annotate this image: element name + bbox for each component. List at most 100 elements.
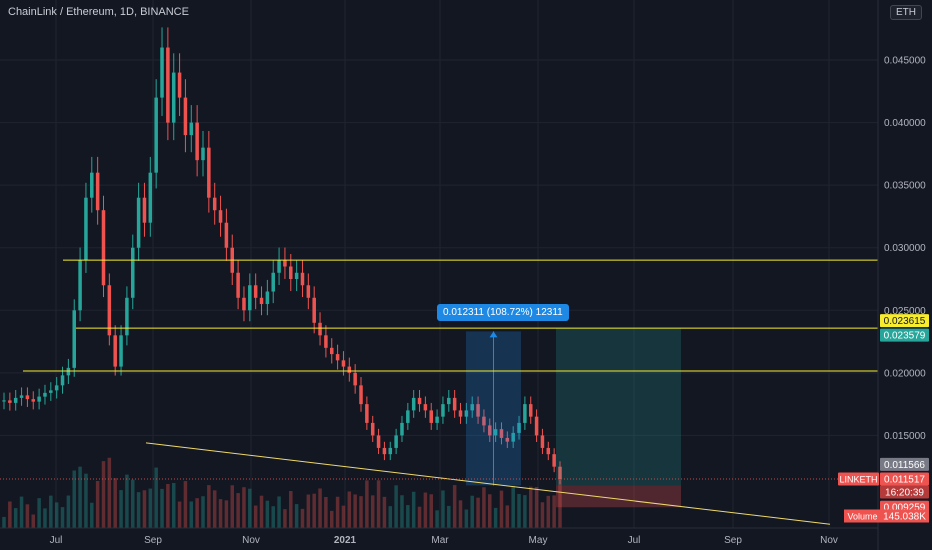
candle-body <box>136 197 141 248</box>
candle-body <box>458 410 463 417</box>
candle-body <box>177 72 182 98</box>
candle-body <box>447 397 451 405</box>
volume-bar <box>359 496 363 528</box>
x-tick-label: May <box>529 535 548 546</box>
volume-bar <box>195 498 199 528</box>
volume-bar <box>54 502 59 528</box>
candle-body <box>242 297 246 311</box>
candle-body <box>107 285 112 336</box>
volume-bar <box>511 485 515 528</box>
candle-body <box>125 297 129 336</box>
y-tick-label: 0.030000 <box>884 243 926 254</box>
volume-bar <box>558 479 562 528</box>
volume-bar <box>370 495 375 528</box>
volume-bar <box>324 497 328 528</box>
volume-bar <box>406 505 410 528</box>
candle-body <box>417 397 422 405</box>
candle-body <box>493 429 498 436</box>
candle-body <box>72 310 76 368</box>
candle-body <box>376 435 381 448</box>
candle-body <box>189 122 194 136</box>
countdown-box <box>880 485 929 499</box>
volume-bar <box>31 514 36 528</box>
volume-bar <box>277 496 281 528</box>
x-tick-label: Mar <box>431 535 449 546</box>
candle-body <box>66 367 71 376</box>
candle-body <box>359 385 363 405</box>
candle-body <box>259 297 264 305</box>
currency-button[interactable]: ETH <box>890 5 922 20</box>
volume-bar <box>493 507 498 528</box>
x-tick-label: Nov <box>820 535 838 546</box>
volume-bar <box>142 490 147 528</box>
volume-bar <box>95 481 100 528</box>
volume-bar <box>318 488 322 528</box>
trend-line <box>145 442 831 525</box>
candle-body <box>131 247 135 298</box>
candle-body <box>148 172 153 223</box>
volume-bar <box>171 483 176 528</box>
volume-bar <box>248 488 252 528</box>
volume-bar <box>452 485 457 528</box>
candle-body <box>265 291 270 305</box>
candle-body <box>31 399 36 402</box>
volume-bar <box>13 508 18 528</box>
x-tick-label: Sep <box>144 535 162 546</box>
candle-body <box>546 447 551 455</box>
x-tick-label: Jul <box>628 535 641 546</box>
volume-bar <box>458 500 463 528</box>
volume-bar <box>312 493 316 528</box>
volume-bar <box>289 491 293 528</box>
candle-body <box>511 432 515 442</box>
countdown-text: 16:20:39 <box>885 487 924 498</box>
candle-body <box>558 466 562 480</box>
volume-tag-box <box>844 509 881 523</box>
candle-body <box>324 335 328 348</box>
volume-bar <box>441 490 445 528</box>
volume-bar <box>60 507 65 528</box>
price-label-box <box>880 314 929 328</box>
symbol-tag-text: LINKETH <box>839 474 877 484</box>
volume-bar <box>329 510 334 528</box>
measure-label: 0.012311 (108.72%) 12311 <box>437 304 569 321</box>
volume-bar <box>201 496 205 528</box>
volume-bar <box>470 495 474 528</box>
candle-body <box>523 404 527 423</box>
volume-bar <box>154 467 158 528</box>
candle-body <box>388 447 393 455</box>
volume-bar <box>534 487 539 528</box>
volume-bar <box>528 486 533 528</box>
volume-bar <box>101 461 106 528</box>
symbol-title: ChainLink / Ethereum, 1D, BINANCE <box>8 6 189 18</box>
candle-body <box>142 197 147 223</box>
candle-body <box>54 385 59 391</box>
candle-body <box>528 404 533 417</box>
candle-body <box>488 425 492 436</box>
volume-bar <box>183 481 188 528</box>
volume-bar <box>365 480 369 528</box>
candle-body <box>95 172 100 211</box>
candle-body <box>212 197 217 211</box>
price-label-text: 0.023579 <box>884 331 926 342</box>
candle-body <box>154 97 158 173</box>
candle-body <box>43 392 47 397</box>
volume-bar <box>341 505 346 528</box>
volume-bar <box>488 494 492 528</box>
candle-body <box>289 266 293 280</box>
candle-body <box>224 222 229 248</box>
volume-bar <box>230 485 235 528</box>
candle-body <box>552 454 556 467</box>
candle-body <box>499 429 504 438</box>
candle-body <box>435 416 439 423</box>
volume-bar <box>49 495 53 528</box>
volume-bars <box>2 457 562 528</box>
volume-bar <box>476 497 480 528</box>
volume-bar <box>84 473 88 528</box>
volume-bar <box>212 490 217 528</box>
volume-bar <box>265 500 270 528</box>
volume-bar <box>306 494 311 528</box>
volume-bar <box>148 488 153 528</box>
volume-value-box <box>880 509 929 523</box>
candle-body <box>394 435 398 448</box>
